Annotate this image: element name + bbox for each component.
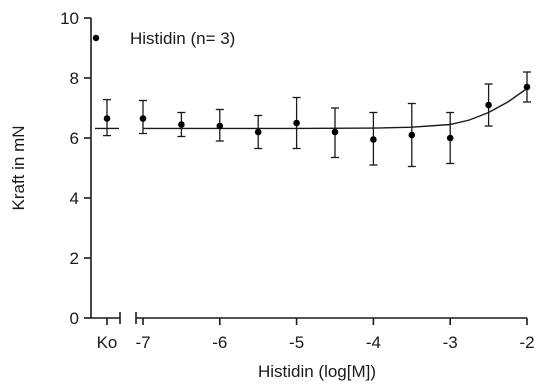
control-point <box>103 98 111 137</box>
x-axis-title: Histidin (log[M]) <box>258 362 376 381</box>
data-point-marker <box>254 128 262 136</box>
y-tick-label: 10 <box>60 9 79 28</box>
x-tick-label: -5 <box>289 333 304 352</box>
y-axis-title: Kraft in mN <box>9 125 28 210</box>
axes: 0 2 4 6 8 10 Ko -7 -6 -5 -4 -3 -2 <box>60 9 534 352</box>
data-point-marker <box>103 115 111 122</box>
data-point-marker <box>331 128 339 136</box>
data-point-marker <box>446 134 454 142</box>
x-tick-label-control: Ko <box>97 333 118 352</box>
data-point <box>369 111 378 166</box>
y-tick-label: 2 <box>70 249 79 268</box>
x-tick-label: -2 <box>519 333 534 352</box>
data-point-marker <box>370 136 377 143</box>
data-point <box>139 99 147 135</box>
y-tick-label: 8 <box>70 69 79 88</box>
data-point <box>331 107 339 159</box>
data-point-marker <box>178 121 185 128</box>
data-point <box>407 102 416 168</box>
data-point <box>446 111 455 165</box>
data-point <box>254 114 263 150</box>
data-points <box>103 71 531 168</box>
data-point-marker <box>485 101 492 109</box>
legend-marker <box>92 34 100 42</box>
y-tick-label: 0 <box>70 309 79 328</box>
data-point <box>215 108 224 142</box>
data-point-marker <box>408 131 416 139</box>
legend: Histidin (n= 3) <box>92 29 235 48</box>
legend-label: Histidin (n= 3) <box>130 29 235 48</box>
y-tick-label: 4 <box>70 189 79 208</box>
x-tick-label: -7 <box>135 333 150 352</box>
data-point <box>523 71 531 103</box>
data-point-marker <box>216 122 224 130</box>
data-point-marker <box>139 115 147 122</box>
data-point-marker <box>293 119 300 127</box>
x-tick-label: -4 <box>366 333 381 352</box>
x-tick-label: -6 <box>212 333 227 352</box>
fit-curve <box>95 87 528 130</box>
x-tick-label: -3 <box>443 333 458 352</box>
data-point <box>177 111 186 138</box>
data-point-marker <box>523 83 531 91</box>
data-point <box>484 83 493 127</box>
y-tick-label: 6 <box>70 129 79 148</box>
data-point <box>292 96 301 150</box>
